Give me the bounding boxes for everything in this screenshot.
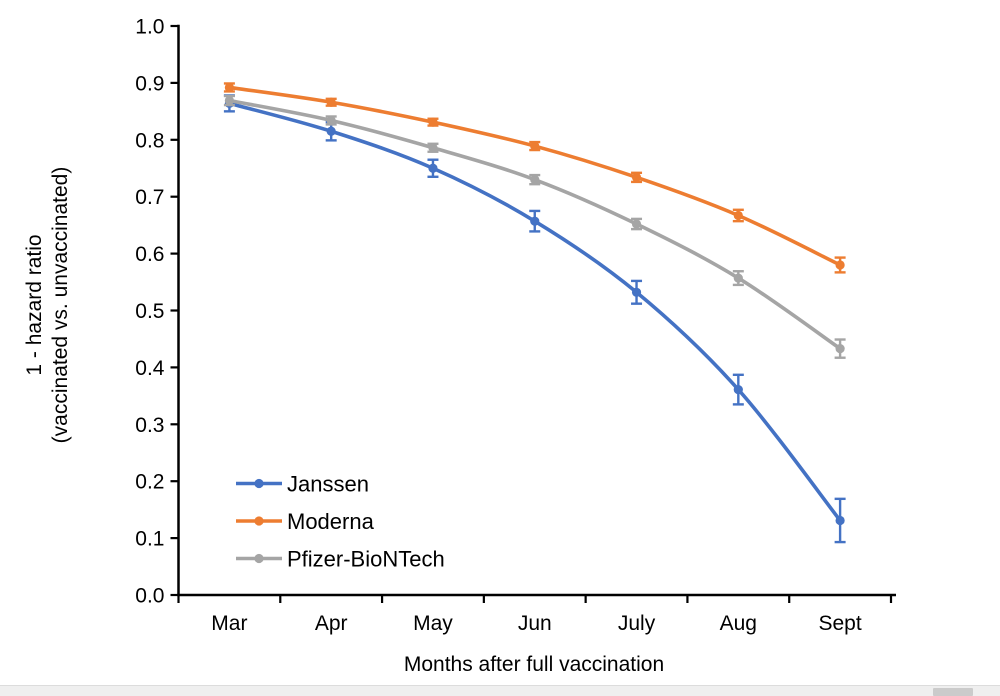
legend-label-moderna: Moderna	[287, 509, 375, 534]
data-point-moderna	[326, 97, 336, 107]
data-point-janssen	[530, 216, 540, 226]
y-tick-label: 0.0	[135, 585, 164, 608]
data-point-moderna	[631, 172, 642, 182]
x-tick-label: Apr	[315, 612, 348, 635]
y-tick-label: 0.5	[135, 300, 164, 323]
y-axis-title-line1: 1 - hazard ratio	[23, 234, 46, 375]
data-point-pfizer-biontech	[835, 344, 845, 354]
data-point-pfizer-biontech	[326, 115, 336, 126]
x-tick-label: Aug	[720, 612, 757, 635]
axes: 0.0 0.1 0.2 0.3 0.4 0.5 0.6 0.7 0.8 0.9 1.0 Mar Apr M…	[135, 16, 896, 635]
y-tick-label: 0.7	[135, 186, 164, 209]
y-tick-label: 1.0	[135, 16, 164, 39]
legend-marker-moderna	[254, 516, 264, 526]
y-axis-title: 1 - hazard ratio (vaccinated vs. unvacci…	[23, 167, 72, 444]
data-point-janssen	[428, 163, 438, 173]
horizontal-scrollbar[interactable]	[0, 685, 1000, 696]
y-tick-label: 0.4	[135, 357, 165, 380]
series-moderna	[223, 82, 846, 274]
legend-label-janssen: Janssen	[287, 472, 369, 497]
y-tick-label: 0.6	[135, 243, 164, 266]
y-tick-label: 0.3	[135, 414, 164, 437]
data-point-janssen	[733, 384, 743, 395]
x-tick-label: Sept	[819, 612, 862, 635]
legend: Janssen Moderna Pfizer-BioNTech	[236, 472, 445, 572]
legend-label-pfizer-biontech: Pfizer-BioNTech	[287, 547, 445, 572]
y-tick-label: 0.8	[135, 129, 164, 152]
data-point-janssen	[326, 126, 336, 136]
x-tick-label: Jun	[518, 612, 552, 635]
data-point-pfizer-biontech	[428, 143, 438, 153]
series-pfizer-biontech	[223, 94, 846, 359]
data-point-janssen	[631, 287, 642, 297]
x-axis-title: Months after full vaccination	[404, 653, 664, 676]
y-tick-label: 0.2	[135, 471, 164, 494]
series-layer	[223, 82, 846, 544]
data-point-pfizer-biontech	[530, 175, 540, 185]
x-tick-label: May	[413, 612, 453, 635]
y-axis-title-line2: (vaccinated vs. unvaccinated)	[49, 167, 72, 444]
data-point-moderna	[224, 82, 234, 93]
data-point-pfizer-biontech	[631, 219, 642, 229]
data-point-pfizer-biontech	[224, 95, 234, 106]
data-point-moderna	[530, 141, 540, 151]
legend-marker-pfizer-biontech	[254, 553, 264, 564]
scrollbar-thumb[interactable]	[933, 688, 973, 696]
series-line-janssen	[227, 101, 842, 523]
series-janssen	[223, 94, 846, 544]
x-tick-label: July	[618, 612, 656, 635]
data-point-moderna	[428, 117, 438, 127]
data-point-pfizer-biontech	[733, 273, 743, 283]
data-point-moderna	[835, 260, 845, 270]
y-tick-label: 0.9	[135, 72, 164, 95]
legend-item-pfizer-biontech: Pfizer-BioNTech	[236, 547, 445, 572]
y-tick-label: 0.1	[135, 528, 164, 551]
data-point-moderna	[733, 210, 743, 221]
x-tick-label: Mar	[211, 612, 247, 635]
legend-item-moderna: Moderna	[236, 509, 375, 534]
data-point-janssen	[835, 515, 845, 526]
legend-marker-janssen	[254, 478, 264, 489]
legend-item-janssen: Janssen	[236, 472, 369, 497]
